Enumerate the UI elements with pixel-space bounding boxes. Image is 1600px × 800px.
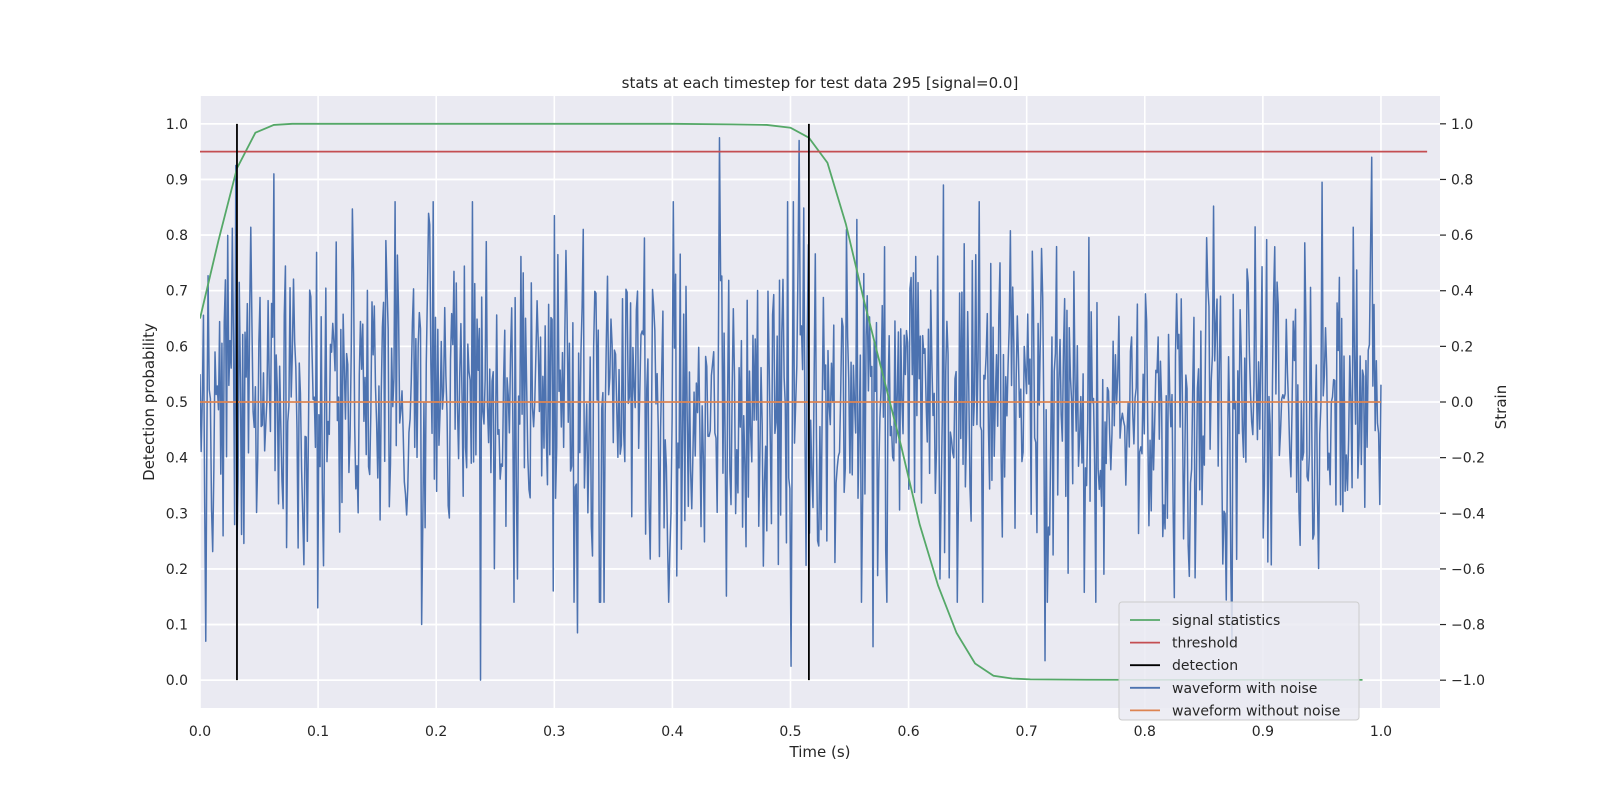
- x-tick-label: 0.6: [897, 724, 919, 740]
- y-tick-label-right: 0.6: [1451, 228, 1473, 244]
- legend-label-waveform-with-noise: waveform with noise: [1172, 681, 1317, 697]
- x-tick-label: 0.8: [1134, 724, 1156, 740]
- y-tick-label-right: −1.0: [1451, 673, 1485, 689]
- x-tick-label: 0.2: [425, 724, 447, 740]
- x-tick-label: 0.0: [189, 724, 211, 740]
- x-tick-label: 1.0: [1370, 724, 1392, 740]
- y-tick-label-left: 0.6: [166, 339, 188, 355]
- y-tick-label-right: −0.8: [1451, 618, 1485, 634]
- y-tick-label-right: −0.4: [1451, 506, 1485, 522]
- legend-label-threshold: threshold: [1172, 636, 1238, 652]
- chart-title: stats at each timestep for test data 295…: [622, 74, 1019, 92]
- y-tick-label-left: 0.1: [166, 618, 188, 634]
- x-tick-label: 0.9: [1252, 724, 1274, 740]
- series-waveform-with-noise: [200, 136, 1382, 681]
- y-tick-label-right: 0.4: [1451, 284, 1473, 300]
- y-ticks-right: −1.0 −0.8 −0.6 −0.4 −0.2 0.0 0.2 0.4 0.6 0.8 1.0: [1440, 117, 1485, 689]
- legend-frame: [1118, 601, 1360, 721]
- legend: signal statistics threshold detection wavef…: [1118, 601, 1360, 721]
- x-ticks: 0.0 0.1 0.2 0.3 0.4 0.5 0.6 0.7 0.8 0.9 1.0: [189, 724, 1392, 740]
- y-tick-label-right: 0.2: [1451, 339, 1473, 355]
- x-tick-label: 0.5: [779, 724, 801, 740]
- y-tick-label-right: −0.6: [1451, 562, 1485, 578]
- y-tick-label-right: 0.8: [1451, 172, 1473, 188]
- y-tick-label-left: 0.8: [166, 228, 188, 244]
- x-tick-label: 0.7: [1016, 724, 1038, 740]
- x-tick-label: 0.3: [543, 724, 565, 740]
- y-tick-label-left: 0.9: [166, 172, 188, 188]
- y-ticks-left: 0.0 0.1 0.2 0.3 0.4 0.5 0.6 0.7 0.8 0.9 1.0: [166, 117, 188, 689]
- legend-label-signal-statistics: signal statistics: [1172, 613, 1280, 629]
- y-tick-label-right: 1.0: [1451, 117, 1473, 133]
- series-signal-statistics: [200, 122, 1363, 681]
- y-tick-label-left: 0.2: [166, 562, 188, 578]
- y-tick-label-left: 0.7: [166, 284, 188, 300]
- y-tick-label-left: 0.3: [166, 506, 188, 522]
- legend-label-detection: detection: [1172, 658, 1238, 674]
- y-tick-label-left: 0.5: [166, 395, 188, 411]
- y-tick-label-left: 1.0: [166, 117, 188, 133]
- x-tick-label: 0.4: [661, 724, 683, 740]
- y-tick-label-left: 0.0: [166, 673, 188, 689]
- series-layer: [200, 122, 1428, 681]
- y-tick-label-right: 0.0: [1451, 395, 1473, 411]
- x-axis-label: Time (s): [789, 743, 851, 761]
- x-tick-label: 0.1: [307, 724, 329, 740]
- y-tick-label-left: 0.4: [166, 451, 188, 467]
- y-axis-label-left: Detection probability: [140, 323, 158, 481]
- y-tick-label-right: −0.2: [1451, 451, 1485, 467]
- y-axis-label-right: Strain: [1492, 385, 1510, 429]
- legend-label-waveform-without-noise: waveform without noise: [1172, 703, 1340, 719]
